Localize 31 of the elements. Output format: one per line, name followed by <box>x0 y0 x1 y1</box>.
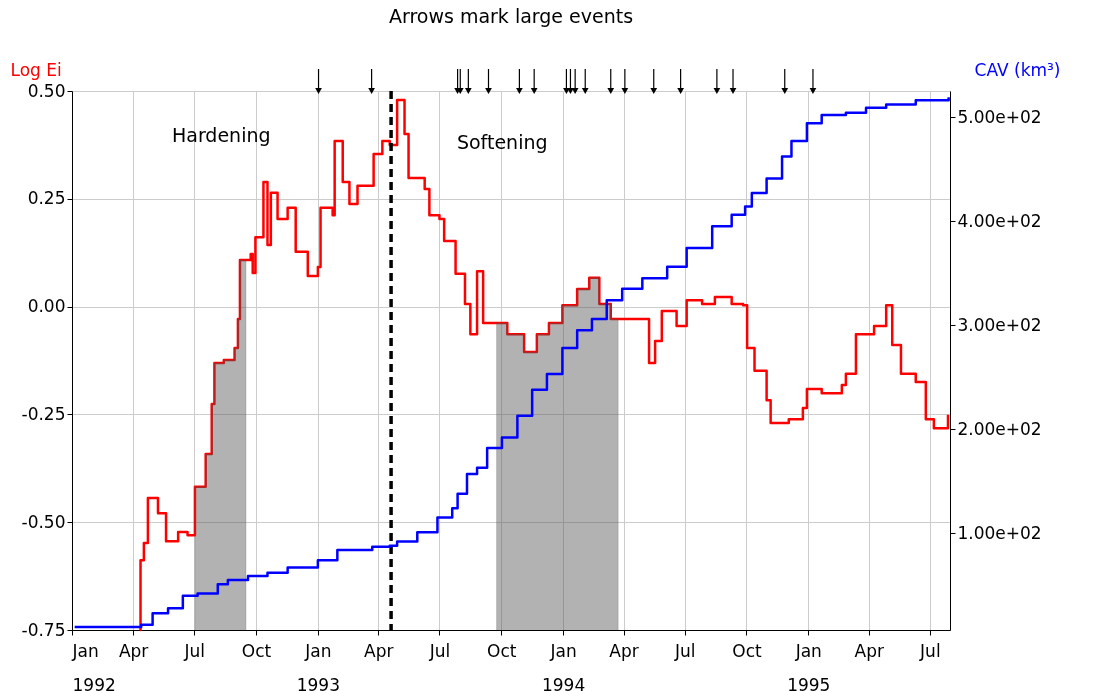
y2-tick-label: 4.00e+02 <box>957 210 1042 231</box>
y-tick-label: -0.25 <box>21 403 66 424</box>
x-tick-label: Jan 1992 <box>71 640 116 691</box>
x-tick-label: Jul <box>428 640 451 661</box>
annotation: Softening <box>456 131 548 153</box>
x-tick-label: Oct <box>241 640 272 661</box>
y-tick-label: 0.50 <box>27 80 66 101</box>
y2-tick-label: 3.00e+02 <box>957 314 1042 335</box>
y-tick-label: 0.00 <box>27 296 66 317</box>
y2-tick-label: 2.00e+02 <box>957 418 1042 439</box>
y-tick-label: 0.25 <box>27 188 66 209</box>
y2-axis-title: CAV (km³) <box>974 59 1061 80</box>
x-tick-label: Jul <box>183 640 206 661</box>
x-tick-label: Jul <box>919 640 941 661</box>
annotation: Hardening <box>171 124 271 146</box>
x-tick-label: Apr <box>118 640 149 661</box>
y2-tick-label: 5.00e+02 <box>957 106 1042 127</box>
x-tick-label: Jan 1994 <box>541 640 586 691</box>
x-tick-label: Jul <box>673 640 696 661</box>
x-tick-label: Apr <box>364 640 394 661</box>
x-tick-label: Jan 1995 <box>787 640 831 691</box>
x-tick-label: Oct <box>487 640 517 661</box>
y-tick-label: -0.50 <box>21 511 66 532</box>
x-tick-label: Jan 1993 <box>296 640 340 691</box>
y-axis-title: Log Ei <box>10 59 62 80</box>
y-tick-label: -0.75 <box>21 619 66 640</box>
x-tick-label: Apr <box>854 640 884 661</box>
y2-tick-label: 1.00e+02 <box>957 522 1042 543</box>
x-tick-label: Oct <box>732 640 762 661</box>
x-tick-label: Apr <box>609 640 639 661</box>
chart-title: Arrows mark large events <box>388 5 634 27</box>
